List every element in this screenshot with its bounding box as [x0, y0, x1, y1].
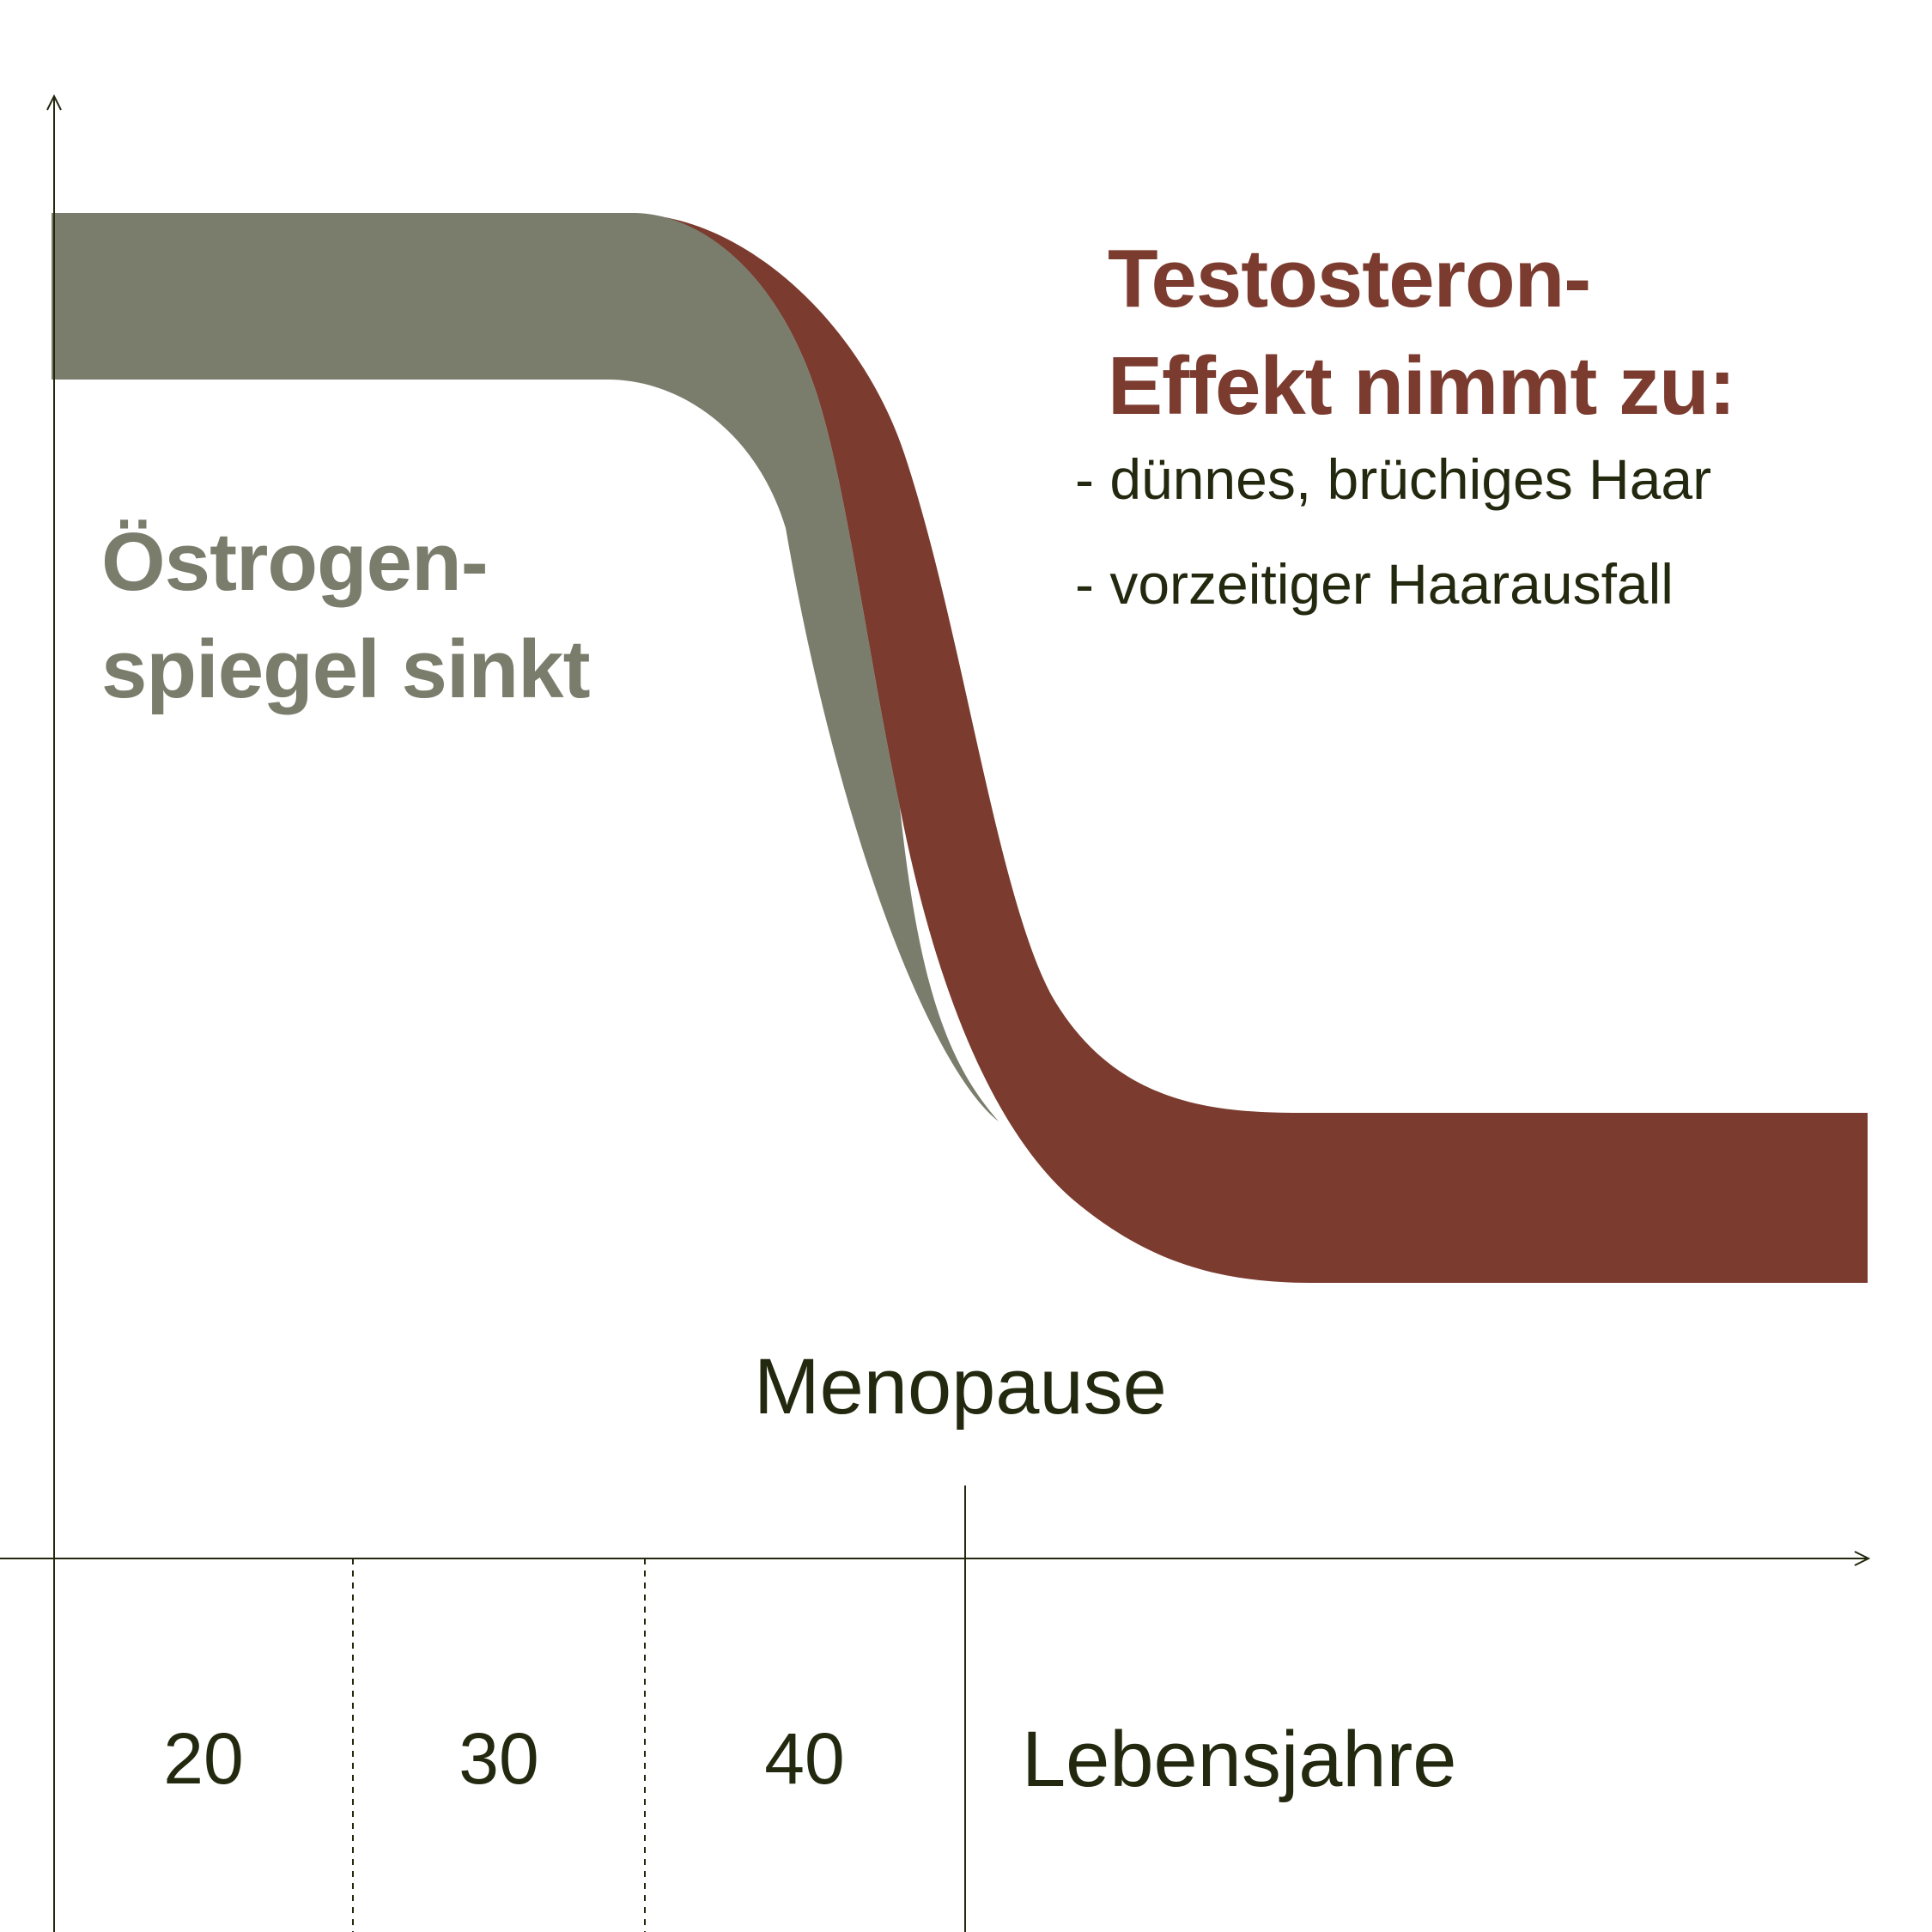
testosterone-item-1: - dünnes, brüchiges Haar [1075, 447, 1712, 511]
testosterone-band [635, 215, 1868, 1283]
estrogen-label-line-2: spiegel sinkt [101, 623, 591, 715]
testosterone-item-2: - vorzeitiger Haarausfall [1075, 552, 1674, 616]
testosterone-title-line-1: Testosteron- [1108, 233, 1591, 325]
testosterone-title: Testosteron- Effekt nimmt zu: [1108, 225, 1736, 440]
tick-label-20: 20 [163, 1718, 244, 1799]
x-axis-label: Lebensjahre [1022, 1716, 1457, 1803]
estrogen-label: Östrogen- spiegel sinkt [101, 508, 591, 723]
tick-label-30: 30 [459, 1718, 539, 1799]
testosterone-title-line-2: Effekt nimmt zu: [1108, 340, 1736, 432]
estrogen-band [52, 213, 999, 1121]
tick-label-40: 40 [764, 1718, 845, 1799]
menopause-label: Menopause [754, 1343, 1167, 1431]
estrogen-label-line-1: Östrogen- [101, 516, 489, 608]
